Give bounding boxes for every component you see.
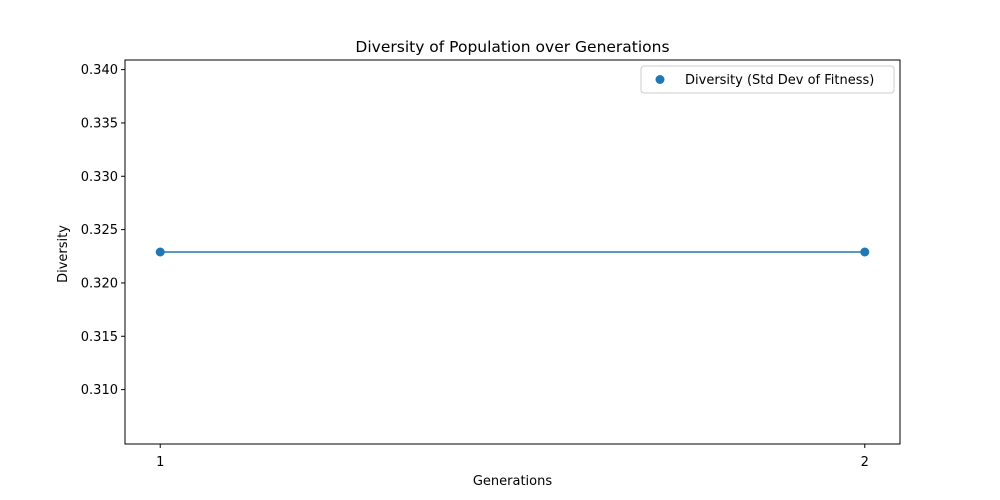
data-series [155,247,870,257]
legend-label: Diversity (Std Dev of Fitness) [685,73,874,88]
y-axis: 0.310 0.315 0.320 0.325 0.330 0.335 0.340 [81,63,125,398]
data-point [155,247,165,257]
data-point [860,247,870,257]
legend-box [640,65,895,94]
x-axis-label: Generations [473,474,553,489]
y-tick-label: 0.330 [81,170,118,185]
legend: Diversity (Std Dev of Fitness) [640,65,895,94]
x-tick-label: 2 [861,455,869,470]
legend-marker [655,75,665,84]
x-tick-label: 1 [156,455,164,470]
y-tick-label: 0.325 [81,223,118,238]
y-axis-label: Diversity [56,225,71,283]
y-tick-label: 0.315 [81,330,118,345]
y-tick-label: 0.310 [81,383,118,398]
y-tick-label: 0.340 [81,63,118,78]
y-tick-label: 0.335 [81,116,118,131]
chart-title: Diversity of Population over Generations [355,38,669,56]
plot-area [124,59,901,445]
y-tick-label: 0.320 [81,276,118,291]
